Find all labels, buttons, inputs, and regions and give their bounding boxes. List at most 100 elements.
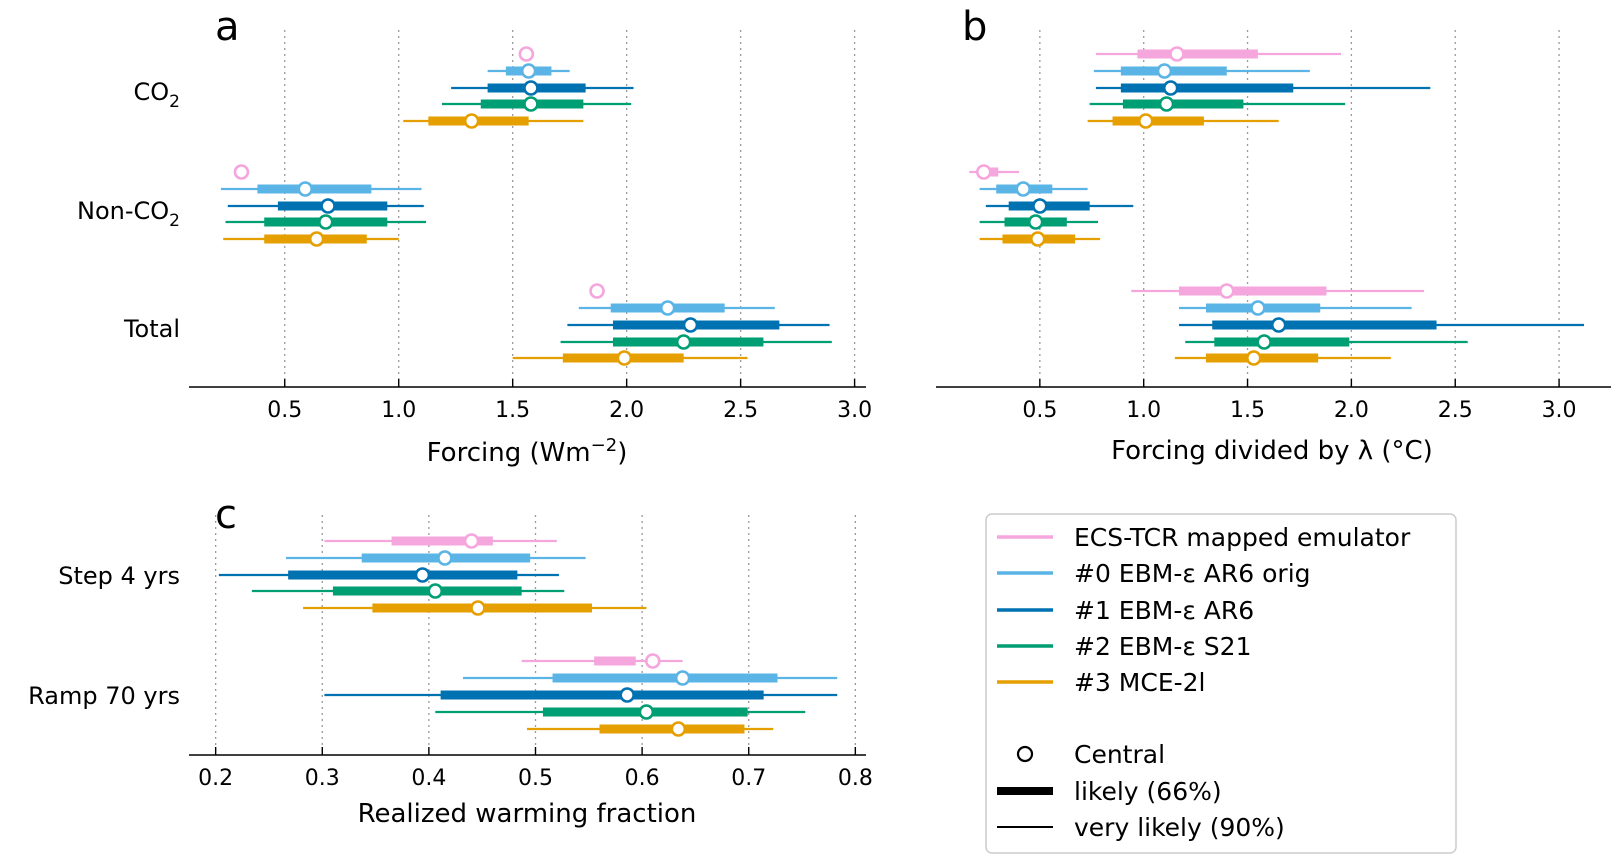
legend-label-very-likely: very likely (90%) [1074,813,1285,842]
central-marker-ebm1 [1270,317,1287,333]
central-marker-mce [1245,350,1262,366]
central-marker-ebm0 [520,63,537,79]
central-marker-ebm1 [682,317,699,333]
x-tick-label: 0.5 [1022,398,1057,423]
x-tick-label: 2.0 [1334,398,1369,423]
x-tick-label: 1.5 [495,398,530,423]
panel-b-intervals [969,46,1584,366]
central-marker-ebm2 [1027,214,1044,230]
legend-label-ebm1: #1 EBM-ε AR6 [1074,596,1254,625]
central-marker-ecs-tcr [233,164,250,180]
legend-entry-central: Central [1016,740,1165,769]
legend-label-mce: #3 MCE-2l [1074,668,1206,697]
central-marker-ebm0 [1156,63,1173,79]
central-marker-ecs-tcr [518,46,535,62]
panel-a-x-axis-label: Forcing (Wm−2) [427,435,628,468]
panel-a-x-ticks: 0.5 1.0 1.5 2.0 2.5 3.0 [267,379,872,423]
legend-label-ecs-tcr: ECS-TCR mapped emulator [1074,523,1411,552]
central-marker-ecs-tcr [1218,283,1235,299]
legend-entry-ebm1: #1 EBM-ε AR6 [997,596,1254,625]
legend-label-ebm2: #2 EBM-ε S21 [1074,632,1251,661]
legend-entry-ecs-tcr: ECS-TCR mapped emulator [997,523,1411,552]
x-tick-label: 0.2 [198,766,233,791]
x-tick-label: 0.5 [518,766,553,791]
legend-entry-ebm0: #0 EBM-ε AR6 orig [997,559,1311,588]
central-marker-ebm1 [619,687,635,703]
x-tick-label: 0.4 [411,766,446,791]
central-marker-mce [308,231,325,247]
x-tick-label: 0.6 [625,766,660,791]
central-marker-ecs-tcr [1169,46,1185,62]
central-marker-ebm0 [659,300,676,316]
legend-frame [985,513,1457,854]
legend-entry-likely: likely (66%) [997,777,1222,806]
central-marker-ebm2 [427,583,444,599]
central-marker-ebm2 [523,96,539,112]
central-marker-ecs-tcr [463,533,480,549]
legend-label-central: Central [1074,740,1165,769]
panel-b-x-axis-label: Forcing divided by λ (°C) [1111,436,1433,466]
central-marker-ebm0 [297,181,314,197]
central-marker-ebm0 [1015,181,1032,197]
panel-b-forcing-over-lambda: b 0.5 1.0 1.5 2.0 2.5 3.0 Forcing divided by … [936,4,1611,466]
row-label-total: Total [123,315,180,343]
panel-c-letter: c [215,492,237,538]
central-marker-ebm1 [320,198,336,214]
x-tick-label: 3.0 [1542,398,1577,423]
panel-c-row-labels: Step 4 yrs Ramp 70 yrs [28,562,180,710]
panel-b-x-ticks: 0.5 1.0 1.5 2.0 2.5 3.0 [1022,379,1577,423]
legend-label-likely: likely (66%) [1074,777,1222,806]
row-label-co2: CO2 [134,78,180,112]
x-tick-label: 2.5 [1438,398,1473,423]
central-marker-mce [1029,231,1046,247]
panel-a-letter: a [215,4,240,50]
central-marker-ebm2 [675,334,692,350]
central-marker-ebm0 [437,550,453,566]
panel-a-row-labels: CO2 Non-CO2 Total [77,78,180,343]
central-marker-mce [470,600,486,616]
row-label-non-co2: Non-CO2 [77,197,180,231]
central-marker-mce [670,721,687,737]
x-tick-label: 2.5 [723,398,758,423]
central-marker-mce [616,350,633,366]
central-marker-ebm2 [638,704,655,720]
legend-entry-ebm2: #2 EBM-ε S21 [997,632,1251,661]
central-marker-ebm2 [1256,334,1272,350]
central-marker-ebm1 [1032,198,1048,214]
x-tick-label: 0.5 [267,398,302,423]
panel-c-realized-warming: c 0.2 0.3 0.4 0.5 0.6 0.7 0.8 Step 4 yrs Ramp … [28,492,873,829]
legend-entry-mce: #3 MCE-2l [997,668,1206,697]
x-tick-label: 1.0 [381,398,416,423]
x-tick-label: 0.3 [305,766,340,791]
central-marker-ecs-tcr [644,653,661,669]
x-tick-label: 0.7 [731,766,766,791]
central-marker-ebm2 [1158,96,1175,112]
central-marker-icon [1016,745,1034,763]
panel-a-intervals [220,46,832,366]
central-marker-ebm0 [1250,300,1266,316]
central-marker-ebm1 [523,80,539,96]
row-label-ramp-70-yrs: Ramp 70 yrs [28,682,180,710]
legend: ECS-TCR mapped emulator #0 EBM-ε AR6 ori… [985,513,1457,854]
x-tick-label: 2.0 [609,398,644,423]
x-tick-label: 3.0 [837,398,872,423]
x-tick-label: 0.8 [838,766,873,791]
central-marker-mce [463,113,480,129]
central-marker-ecs-tcr [589,283,605,299]
panel-c-intervals [218,533,838,737]
legend-label-ebm0: #0 EBM-ε AR6 orig [1074,559,1311,588]
panel-a-forcing: a 0.5 1.0 1.5 2.0 2.5 3.0 CO2 Non-CO2 Total F… [77,4,872,468]
central-marker-ebm0 [674,670,691,686]
panel-b-grid [1039,30,1560,387]
panel-c-grid [215,515,856,755]
central-marker-mce [1137,113,1154,129]
panel-b-letter: b [962,4,987,50]
central-marker-ebm1 [1162,80,1179,96]
central-marker-ebm1 [414,567,431,583]
central-marker-ecs-tcr [975,164,992,180]
central-marker-ebm2 [317,214,334,230]
x-tick-label: 1.0 [1126,398,1161,423]
x-tick-label: 1.5 [1230,398,1265,423]
panel-c-x-ticks: 0.2 0.3 0.4 0.5 0.6 0.7 0.8 [198,747,873,791]
